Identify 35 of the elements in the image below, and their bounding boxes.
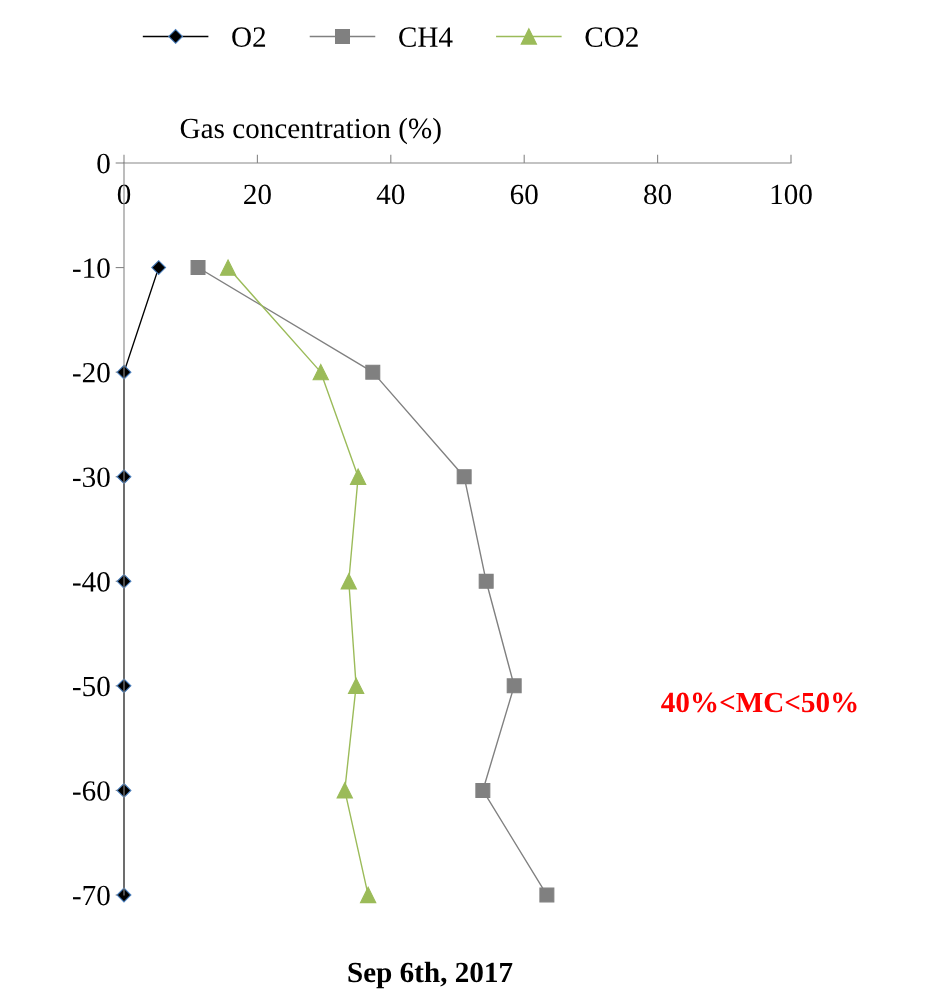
x-tick-label: 20 <box>244 184 271 205</box>
text: Sep 6th, 2017 <box>348 961 513 989</box>
point <box>365 364 381 380</box>
point <box>151 260 167 276</box>
point <box>340 573 357 590</box>
y-tick-label: -60 <box>73 781 110 801</box>
point <box>539 887 555 903</box>
annotation: 40%<MC<50% <box>661 692 857 713</box>
legend-label: CH4 <box>399 27 453 47</box>
point <box>349 468 367 485</box>
x-tick-label: 80 <box>644 184 672 205</box>
point <box>506 678 522 694</box>
x-tick-label: 60 <box>510 184 538 205</box>
legend-label: O2 <box>232 27 266 47</box>
point <box>347 677 365 695</box>
y-tick-label: -50 <box>73 676 110 697</box>
point <box>478 573 494 589</box>
x-tick-label: 0 <box>117 184 131 205</box>
y-tick-label: 0 <box>97 153 110 174</box>
point <box>312 363 329 381</box>
point <box>475 782 491 798</box>
x-tick-label: 40 <box>376 184 405 205</box>
point <box>336 782 353 799</box>
y-tick-label: -10 <box>73 258 110 278</box>
x-tick-label: 100 <box>771 184 812 205</box>
y-tick-label: -30 <box>73 467 110 488</box>
point <box>359 886 377 904</box>
y-tick-label: -70 <box>73 885 110 906</box>
x-axis-title: Gas concentration (%) <box>180 117 441 145</box>
point <box>219 259 237 276</box>
point <box>456 469 472 485</box>
point <box>190 260 206 276</box>
legend-label: CO2 <box>585 27 638 47</box>
y-tick-label: -40 <box>73 572 110 592</box>
y-tick-label: -20 <box>73 362 110 383</box>
